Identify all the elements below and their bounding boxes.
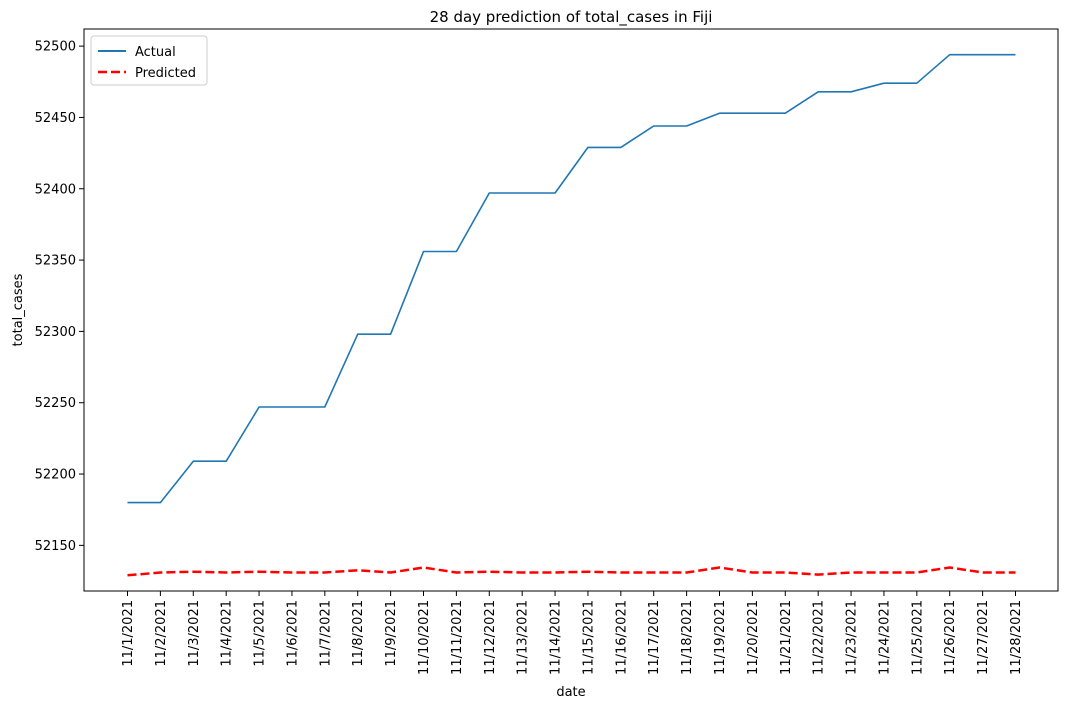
y-axis: 52150 52200 52250 52300 52350 52400 52450 52500	[35, 40, 84, 554]
x-tick-label: 11/23/2021	[845, 600, 860, 675]
x-tick-label: 11/5/2021	[253, 600, 268, 667]
x-tick-label: 11/8/2021	[351, 600, 366, 667]
y-tick-label: 52200	[35, 468, 76, 483]
x-axis: 11/1/2021 11/2/2021 11/3/2021 11/4/2021 11/5…	[121, 591, 1024, 675]
y-tick-label: 52150	[35, 539, 76, 554]
x-tick-label: 11/4/2021	[220, 600, 235, 667]
x-tick-label: 11/14/2021	[549, 600, 564, 675]
x-tick-label: 11/1/2021	[121, 600, 136, 667]
x-tick-label: 11/6/2021	[285, 600, 300, 667]
x-tick-label: 11/15/2021	[581, 600, 596, 675]
series-line-actual	[127, 53, 1016, 504]
x-tick-label: 11/2/2021	[154, 600, 169, 667]
y-tick-label: 52450	[35, 111, 76, 126]
x-tick-label: 11/21/2021	[779, 600, 794, 675]
series-line-predicted	[127, 566, 1016, 577]
x-tick-label: 11/9/2021	[384, 600, 399, 667]
x-tick-label: 11/17/2021	[647, 600, 662, 675]
x-tick-label: 11/24/2021	[877, 600, 892, 675]
y-tick-label: 52400	[35, 182, 76, 197]
legend: Actual Predicted	[90, 35, 208, 86]
x-tick-label: 11/22/2021	[812, 600, 827, 675]
y-tick-label: 52500	[35, 40, 76, 55]
x-tick-label: 11/20/2021	[746, 600, 761, 675]
x-tick-label: 11/27/2021	[976, 600, 991, 675]
x-tick-label: 11/11/2021	[450, 600, 465, 675]
x-tick-label: 11/13/2021	[516, 600, 531, 675]
x-tick-label: 11/28/2021	[1009, 600, 1024, 675]
x-tick-label: 11/25/2021	[910, 600, 925, 675]
y-tick-label: 52250	[35, 396, 76, 411]
plot-area	[127, 53, 1016, 577]
y-tick-label: 52350	[35, 254, 76, 269]
x-tick-label: 11/26/2021	[943, 600, 958, 675]
x-tick-label: 11/7/2021	[318, 600, 333, 667]
x-axis-label: date	[556, 685, 585, 700]
y-tick-label: 52300	[35, 325, 76, 340]
x-tick-label: 11/12/2021	[483, 600, 498, 675]
y-axis-label: total_cases	[11, 273, 26, 346]
x-tick-label: 11/16/2021	[614, 600, 629, 675]
chart-title: 28 day prediction of total_cases in Fiji	[430, 8, 713, 27]
x-tick-label: 11/19/2021	[713, 600, 728, 675]
x-tick-label: 11/10/2021	[417, 600, 432, 675]
x-tick-label: 11/3/2021	[187, 600, 202, 667]
legend-label-actual: Actual	[135, 45, 176, 60]
axes-frame	[83, 28, 1059, 592]
x-tick-label: 11/18/2021	[680, 600, 695, 675]
legend-label-predicted: Predicted	[135, 66, 196, 81]
